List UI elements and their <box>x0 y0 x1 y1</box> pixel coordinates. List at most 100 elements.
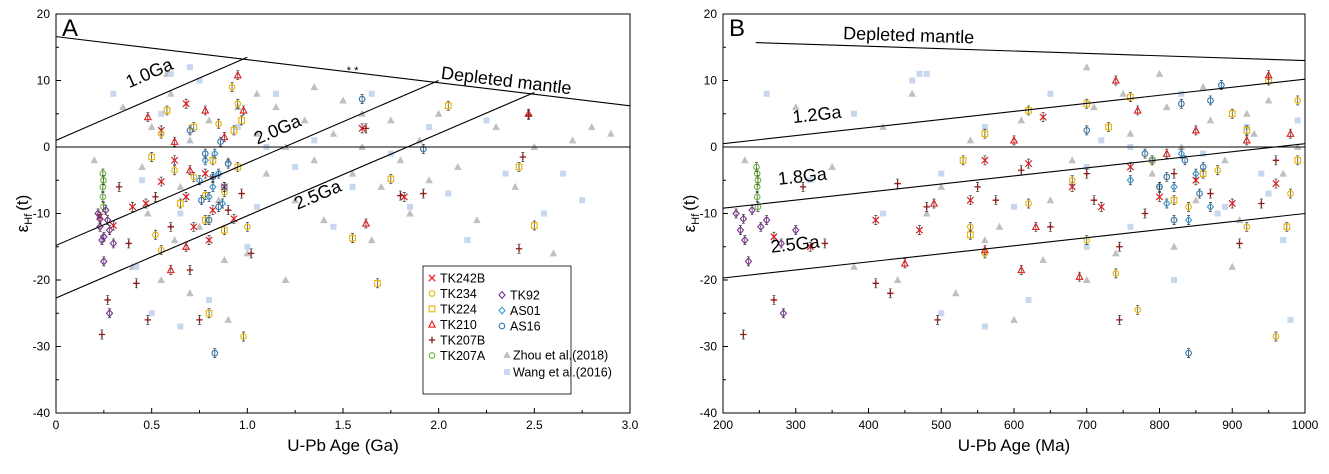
data-point <box>170 137 179 145</box>
data-point <box>425 176 433 184</box>
data-point <box>1098 137 1105 144</box>
data-point <box>362 125 370 132</box>
data-point <box>374 279 381 287</box>
data-point <box>201 169 209 178</box>
x-tick-label: 2.5 <box>526 418 543 432</box>
data-point <box>196 316 203 324</box>
data-point <box>1242 135 1251 144</box>
data-point <box>1228 199 1236 208</box>
data-point <box>1068 176 1076 184</box>
data-point <box>981 156 989 164</box>
data-point <box>1097 203 1105 211</box>
data-point <box>1039 113 1047 121</box>
data-point <box>880 210 887 217</box>
asterisk-annotation: * * <box>347 65 359 77</box>
y-axis-subscript: Hf <box>23 213 35 225</box>
series-tk242b <box>96 98 408 245</box>
data-point <box>190 223 198 231</box>
data-point <box>1126 176 1135 185</box>
data-point <box>253 129 261 137</box>
legend-label: AS16 <box>510 320 541 334</box>
data-point <box>119 103 127 111</box>
data-point <box>99 193 107 201</box>
data-point <box>358 124 366 133</box>
data-point <box>1163 199 1171 208</box>
data-point <box>100 176 107 184</box>
data-point <box>1294 156 1302 164</box>
data-point <box>1170 182 1178 192</box>
data-point <box>224 315 232 323</box>
legend-marker <box>428 336 436 344</box>
data-point <box>894 180 901 187</box>
data-point <box>90 156 99 164</box>
data-point <box>205 236 213 244</box>
data-point <box>1025 296 1032 303</box>
data-point <box>1265 190 1272 197</box>
data-point <box>1250 129 1258 137</box>
data-point <box>1192 176 1200 184</box>
data-point <box>1046 196 1055 204</box>
data-point <box>923 203 930 211</box>
data-point <box>850 110 857 117</box>
data-point <box>1185 349 1192 357</box>
y-tick-label: -30 <box>33 340 51 354</box>
data-point <box>167 89 175 97</box>
legend-marker <box>504 369 510 375</box>
data-point <box>473 216 481 224</box>
data-point <box>1090 197 1098 204</box>
data-point <box>415 136 424 144</box>
data-point <box>171 156 179 164</box>
data-point <box>872 280 879 287</box>
data-point <box>515 245 523 252</box>
data-point <box>1286 129 1295 137</box>
data-point <box>974 183 981 191</box>
data-point <box>525 111 532 119</box>
legend-label: TK92 <box>510 289 540 303</box>
data-point <box>1133 105 1142 114</box>
data-point <box>579 197 586 204</box>
data-point <box>1221 156 1229 164</box>
data-point <box>104 296 111 304</box>
x-tick-label: 0 <box>53 418 60 432</box>
data-point <box>253 203 260 210</box>
data-point <box>157 177 165 186</box>
data-point <box>966 223 974 231</box>
data-point <box>211 149 219 158</box>
data-point <box>748 205 756 215</box>
data-point <box>909 77 916 84</box>
data-point <box>1163 173 1171 181</box>
data-point <box>1017 265 1026 274</box>
data-point <box>238 117 245 124</box>
data-point <box>144 316 152 324</box>
data-point <box>1025 200 1032 207</box>
data-point <box>225 206 232 214</box>
data-point <box>148 153 156 161</box>
legend-marker <box>428 290 436 297</box>
data-point <box>292 163 299 170</box>
data-point <box>893 276 902 283</box>
data-point <box>238 190 245 197</box>
data-point <box>220 132 229 141</box>
reference-label-1-2ga: 1.2Ga <box>791 102 843 127</box>
data-point <box>143 112 152 121</box>
data-point <box>799 183 807 191</box>
data-point <box>1127 93 1134 101</box>
data-point <box>1162 149 1171 157</box>
data-point <box>966 136 975 144</box>
data-point <box>966 231 974 239</box>
data-point <box>1221 203 1228 210</box>
data-point <box>349 234 356 242</box>
legend-label: TK224 <box>440 303 477 317</box>
data-point <box>1243 109 1251 117</box>
data-point <box>739 214 748 224</box>
data-point <box>396 156 405 164</box>
data-point <box>201 150 209 157</box>
data-point <box>754 176 762 184</box>
reference-line-2-5ga <box>56 91 535 299</box>
data-point <box>239 105 248 114</box>
data-point <box>1228 110 1236 118</box>
data-point <box>1155 69 1164 77</box>
data-point <box>762 215 771 225</box>
data-point <box>205 192 213 202</box>
